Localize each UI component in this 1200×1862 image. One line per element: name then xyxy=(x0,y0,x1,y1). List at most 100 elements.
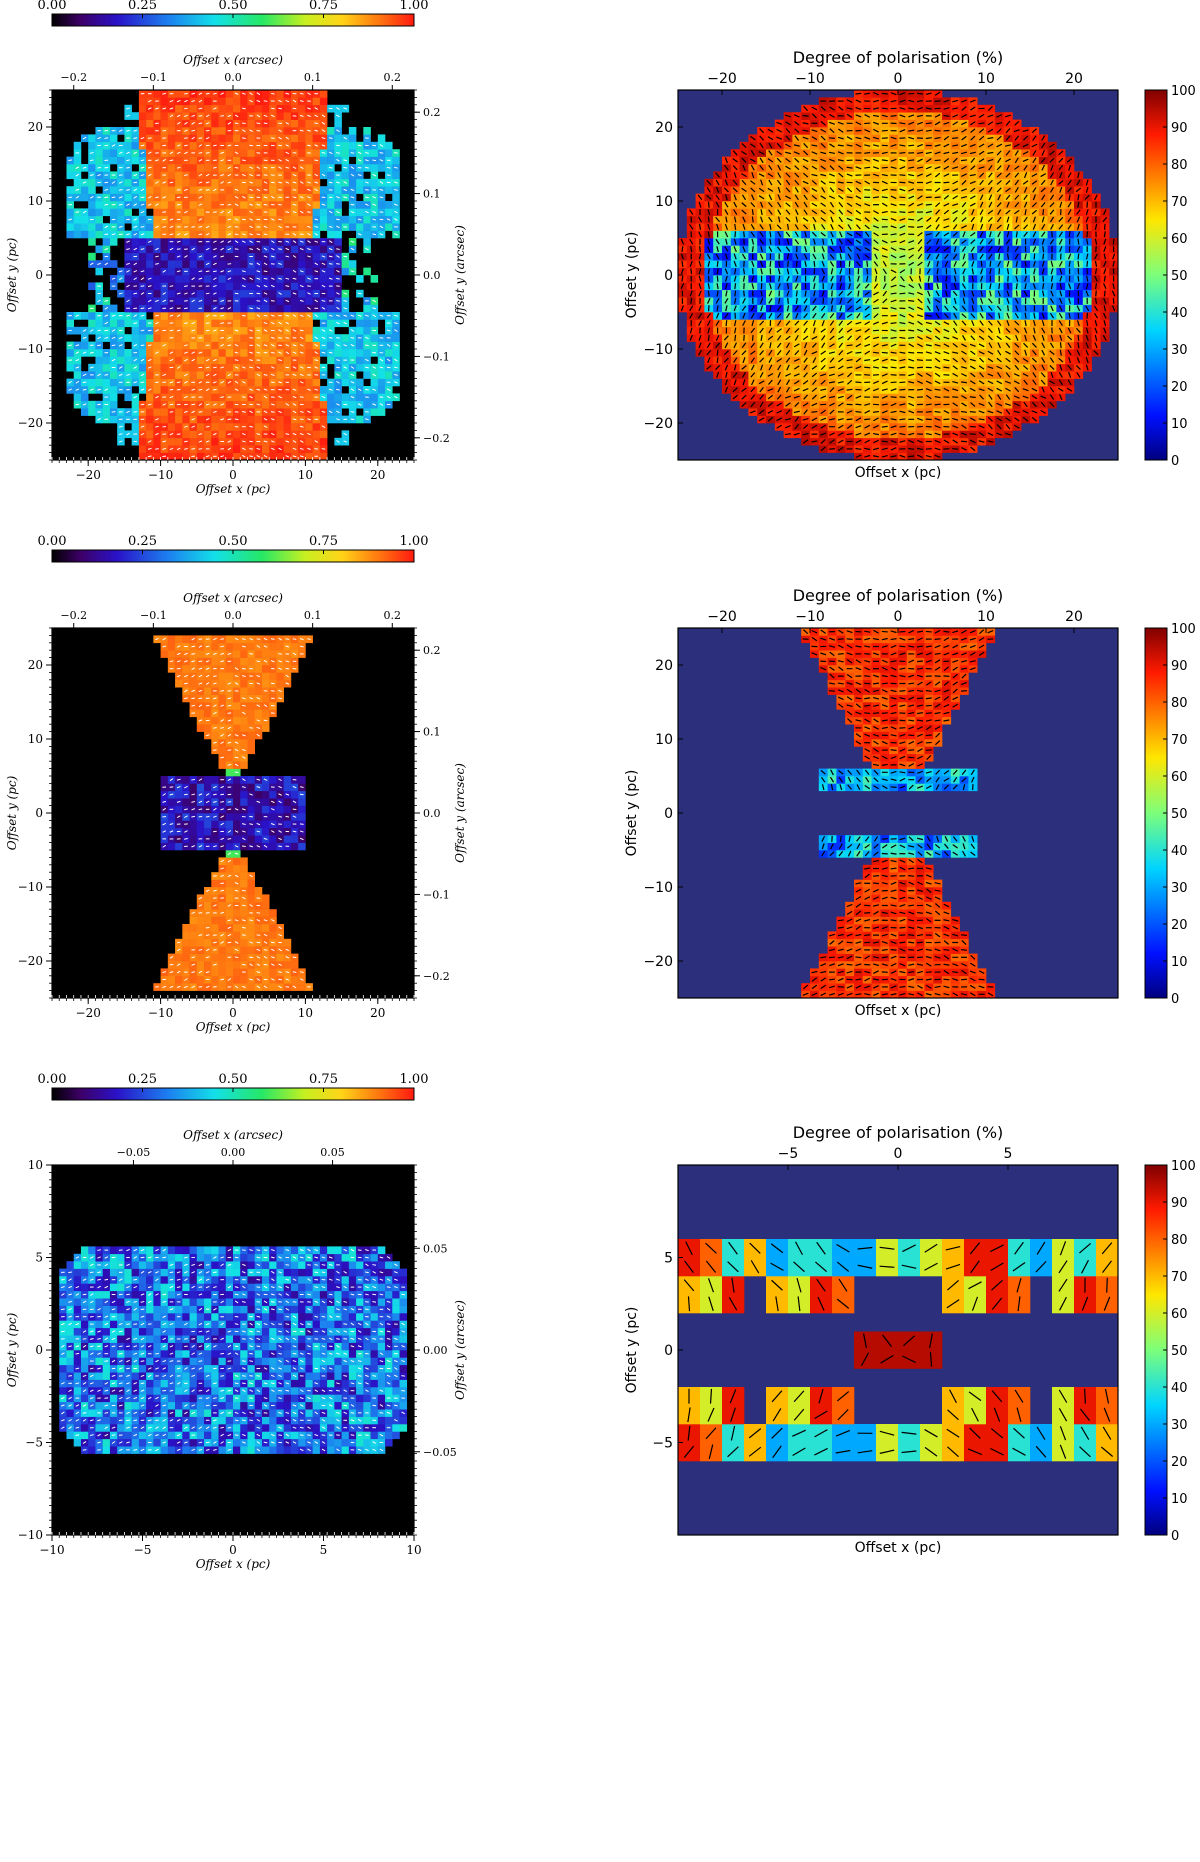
polarisation-vector xyxy=(184,255,188,258)
flux-cell xyxy=(319,215,328,224)
polarisation-vector xyxy=(191,403,196,406)
flux-cell xyxy=(102,378,111,387)
polarisation-vector xyxy=(750,357,755,363)
flux-cell xyxy=(204,334,212,342)
polarisation-vector xyxy=(285,255,290,258)
flux-cell xyxy=(211,215,219,224)
flux-cell xyxy=(167,341,176,350)
polarisation-vector xyxy=(855,417,862,422)
polarisation-vector xyxy=(1015,334,1019,341)
polarisation-vector xyxy=(899,432,906,436)
polarisation-vector xyxy=(299,447,304,450)
polarisation-vector xyxy=(155,418,159,421)
polarisation-vector xyxy=(126,432,130,436)
polarisation-vector xyxy=(394,366,398,369)
polarisation-vector xyxy=(777,386,782,393)
polarisation-vector xyxy=(111,233,116,236)
polarisation-vector xyxy=(1022,365,1029,370)
polarisation-vector xyxy=(386,366,391,369)
flux-cell xyxy=(363,304,371,313)
polarisation-vector xyxy=(864,374,871,376)
flux-cell xyxy=(290,297,299,305)
flux-cell xyxy=(204,104,212,113)
flux-cell xyxy=(189,215,198,224)
polarisation-vector xyxy=(372,233,377,236)
polarisation-vector xyxy=(184,121,188,125)
polarisation-vector xyxy=(292,292,297,295)
polarisation-vector xyxy=(155,351,159,354)
polarisation-vector xyxy=(227,114,232,117)
flux-cell xyxy=(319,312,328,320)
polarisation-vector xyxy=(227,344,232,347)
polarisation-vector xyxy=(314,240,319,243)
polarisation-vector xyxy=(227,225,232,228)
polarisation-vector xyxy=(299,284,304,288)
polarisation-vector xyxy=(162,196,167,199)
polarisation-vector xyxy=(176,447,181,451)
colorbar-tick-label: 0.50 xyxy=(219,0,248,13)
flux-cell xyxy=(327,127,335,135)
flux-cell xyxy=(269,423,277,431)
polarisation-vector xyxy=(969,396,976,399)
polarisation-vector xyxy=(741,350,747,356)
polarisation-vector xyxy=(925,432,932,436)
polarisation-vector xyxy=(270,366,275,369)
flux-cell xyxy=(334,230,342,239)
flux-cell xyxy=(109,319,118,328)
polarisation-vector xyxy=(925,411,932,413)
flux-cell xyxy=(88,201,96,209)
flux-cell xyxy=(196,326,205,335)
polarisation-vector xyxy=(812,379,817,385)
polarisation-vector xyxy=(147,366,152,369)
polarisation-vector xyxy=(278,292,282,295)
flux-cell xyxy=(153,386,161,394)
polarisation-vector xyxy=(227,336,232,340)
polarisation-vector xyxy=(750,372,756,378)
polarisation-vector xyxy=(241,366,246,369)
flux-cell xyxy=(95,215,103,224)
polarisation-vector xyxy=(169,285,174,287)
flux-cell xyxy=(124,275,132,283)
flux-cell xyxy=(196,260,205,268)
polarisation-vector xyxy=(104,188,109,191)
polarisation-vector xyxy=(205,440,210,443)
flux-cell xyxy=(276,230,284,239)
flux-cell xyxy=(211,341,219,350)
flux-cell xyxy=(348,223,357,231)
flux-cell xyxy=(305,349,313,357)
polarisation-vector xyxy=(952,388,959,392)
polarisation-vector xyxy=(365,166,369,169)
polarisation-vector xyxy=(220,337,225,339)
polarisation-vector xyxy=(357,403,362,406)
polarisation-vector xyxy=(988,401,993,408)
polarisation-vector xyxy=(191,92,196,95)
polarisation-vector xyxy=(104,300,109,302)
polarisation-vector xyxy=(263,114,268,117)
flux-cell xyxy=(283,445,292,453)
polarisation-vector xyxy=(379,358,384,362)
polarisation-vector xyxy=(350,210,355,214)
polarisation-vector xyxy=(147,107,152,110)
flux-cell xyxy=(182,452,190,461)
polarisation-vector xyxy=(111,358,116,362)
flux-cell xyxy=(160,245,169,254)
flux-cell xyxy=(385,149,393,157)
polarisation-vector xyxy=(285,336,290,339)
flux-cell xyxy=(66,230,75,239)
polarisation-vector xyxy=(147,195,152,199)
polarisation-vector xyxy=(1005,342,1011,349)
flux-cell xyxy=(298,201,306,209)
polarisation-vector xyxy=(767,388,774,392)
polarisation-vector xyxy=(256,366,261,369)
flux-cell xyxy=(269,289,277,298)
flux-cell xyxy=(88,141,96,150)
polarisation-vector xyxy=(191,351,196,355)
flux-cell xyxy=(109,208,118,217)
polarisation-vector xyxy=(934,439,941,444)
polarisation-vector xyxy=(733,357,738,363)
polarisation-vector xyxy=(270,92,275,95)
polarisation-vector xyxy=(299,329,304,332)
polarisation-vector xyxy=(1024,349,1028,356)
flux-cell xyxy=(153,267,161,276)
flux-cell xyxy=(225,186,234,194)
